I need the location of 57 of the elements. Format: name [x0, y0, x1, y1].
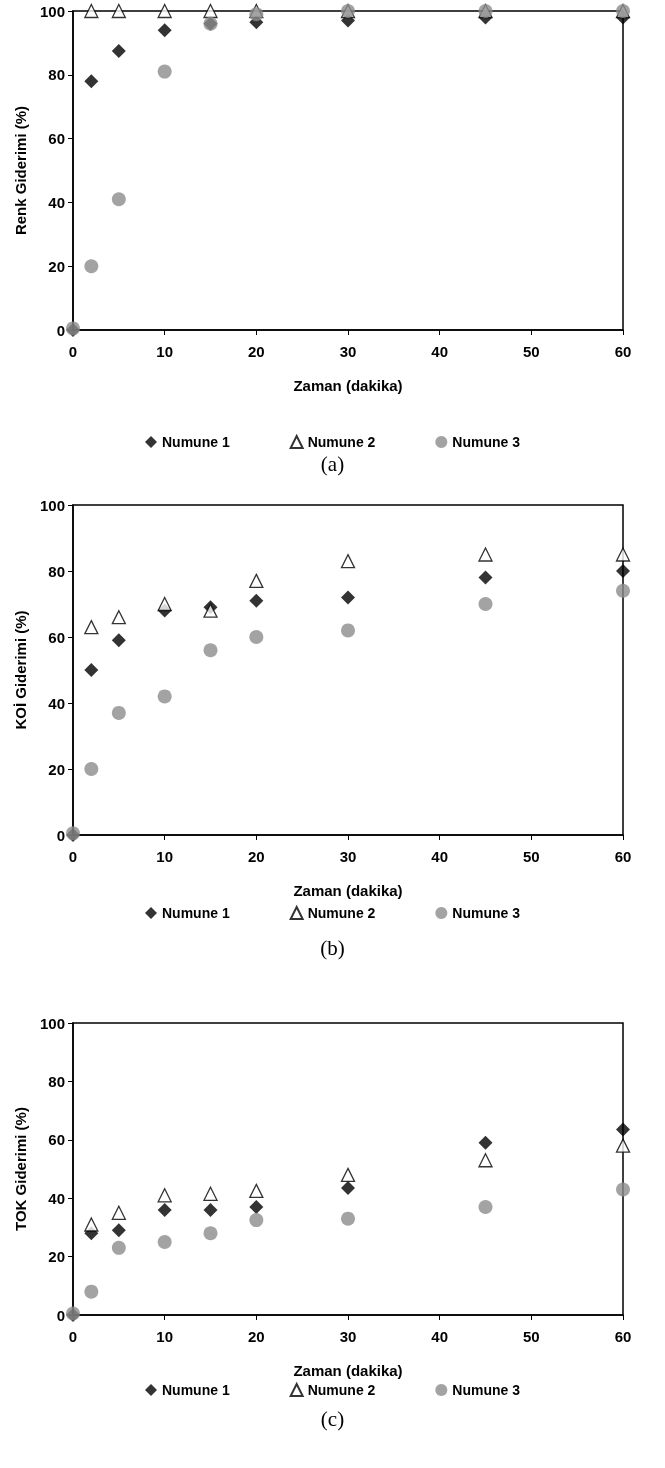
x-tick-label: 40	[431, 343, 449, 360]
x-tick-label: 0	[68, 1328, 78, 1345]
text: (b)	[320, 935, 345, 960]
y-tick-label: 40	[48, 1189, 65, 1207]
y-axis-title: Renk Giderimi (%)	[12, 105, 29, 236]
x-tick-label: 60	[614, 848, 632, 865]
x-tick-label: 20	[247, 1328, 265, 1345]
text: (a)	[320, 451, 345, 476]
y-tick-label: 60	[48, 130, 65, 148]
x-tick-label: 40	[431, 848, 449, 865]
x-tick-label: 0	[68, 848, 78, 865]
x-axis-title: Zaman (dakika)	[293, 882, 403, 899]
legend-label: Numune 1	[161, 1382, 230, 1398]
x-tick-label: 10	[156, 343, 174, 360]
y-tick-label: 100	[39, 2, 65, 20]
legend-label: Numune 3	[452, 905, 521, 921]
legend-label: Numune 2	[307, 905, 376, 921]
y-tick-label: 40	[48, 193, 65, 211]
y-tick-label: 60	[48, 628, 65, 646]
x-tick-label: 50	[522, 343, 540, 360]
y-axis-title: KOİ Giderimi (%)	[12, 610, 29, 730]
x-tick-label: 50	[522, 1328, 540, 1345]
text: (c)	[320, 1406, 345, 1431]
legend-label: Numune 2	[307, 434, 376, 450]
y-tick-label: 0	[56, 321, 65, 339]
y-tick-label: 20	[48, 760, 65, 778]
y-tick-label: 80	[48, 562, 65, 580]
x-tick-label: 0	[68, 343, 78, 360]
legend-label: Numune 3	[452, 434, 521, 450]
y-axis-title: TOK Giderimi (%)	[12, 1107, 29, 1231]
y-tick-label: 20	[48, 1248, 65, 1266]
y-tick-label: 40	[48, 694, 65, 712]
legend-label: Numune 2	[307, 1382, 376, 1398]
x-axis-title: Zaman (dakika)	[293, 1362, 403, 1379]
x-tick-label: 50	[522, 848, 540, 865]
y-tick-label: 0	[56, 826, 65, 844]
x-tick-label: 30	[339, 343, 357, 360]
x-tick-label: 40	[431, 1328, 449, 1345]
y-tick-label: 80	[48, 66, 65, 84]
y-tick-label: 60	[48, 1131, 65, 1149]
legend-label: Numune 3	[452, 1382, 521, 1398]
x-tick-label: 10	[156, 848, 174, 865]
y-tick-label: 0	[56, 1306, 65, 1324]
x-tick-label: 30	[339, 848, 357, 865]
x-tick-label: 20	[247, 343, 265, 360]
x-tick-label: 60	[614, 343, 632, 360]
y-tick-label: 80	[48, 1072, 65, 1090]
x-axis-title: Zaman (dakika)	[293, 377, 403, 394]
x-tick-label: 10	[156, 1328, 174, 1345]
y-tick-label: 100	[39, 1014, 65, 1032]
x-tick-label: 60	[614, 1328, 632, 1345]
y-tick-label: 100	[39, 496, 65, 514]
x-tick-label: 20	[247, 848, 265, 865]
y-tick-label: 20	[48, 257, 65, 275]
legend-label: Numune 1	[161, 905, 230, 921]
x-tick-label: 30	[339, 1328, 357, 1345]
legend-label: Numune 1	[161, 434, 230, 450]
